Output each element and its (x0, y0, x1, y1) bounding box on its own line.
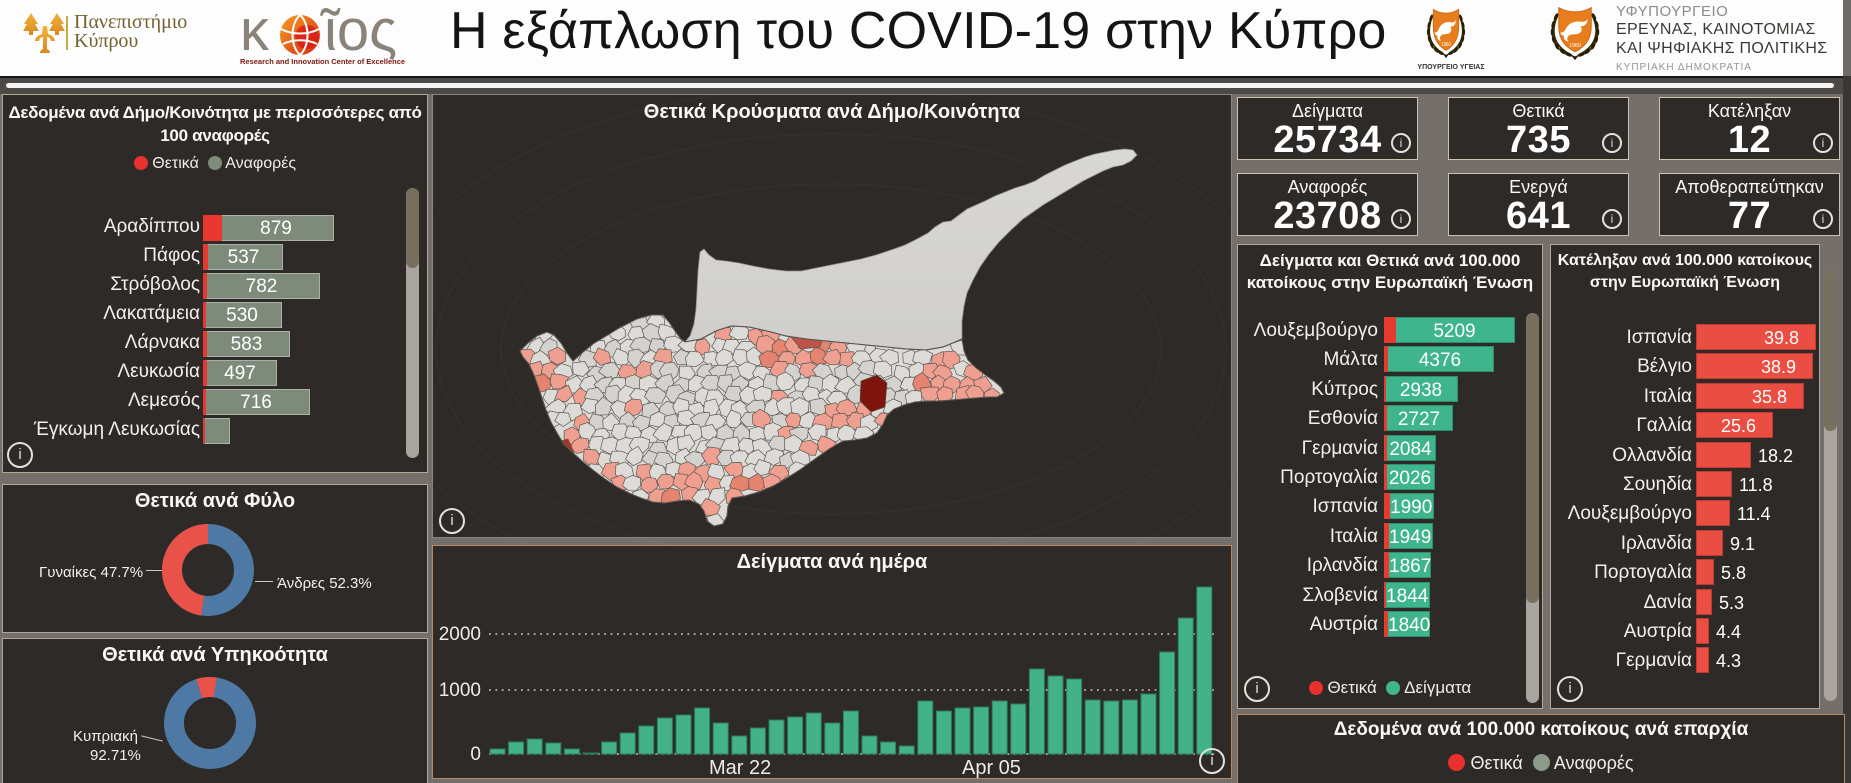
svg-text:1960: 1960 (1441, 42, 1451, 49)
svg-text:Apr 05: Apr 05 (962, 757, 1021, 778)
svg-text:Mar 22: Mar 22 (709, 757, 771, 778)
svg-text:2000: 2000 (439, 624, 481, 645)
svg-text:0: 0 (470, 744, 481, 765)
svg-text:1960: 1960 (1569, 43, 1581, 49)
svg-text:1000: 1000 (439, 680, 481, 701)
